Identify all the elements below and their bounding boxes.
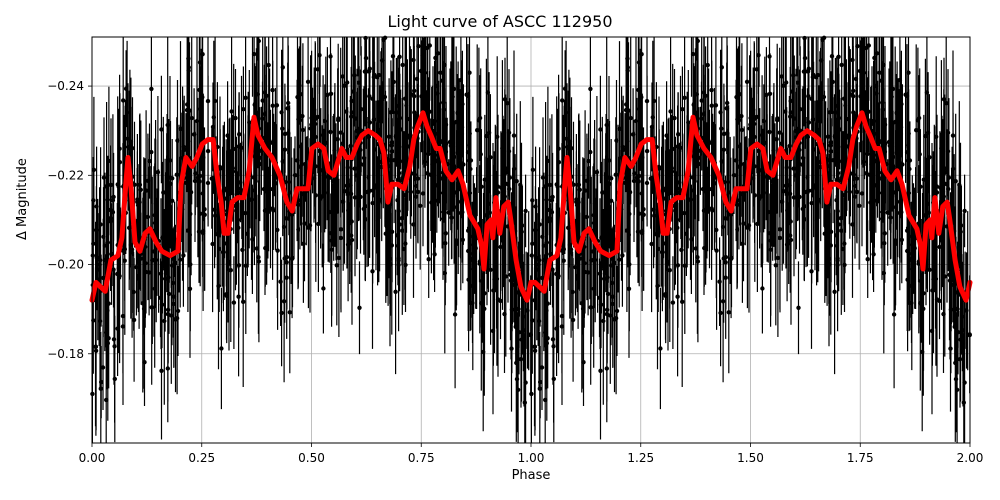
x-tick-label: 0.00 (79, 451, 106, 465)
binned-curve-line (89, 110, 973, 303)
x-axis-ticks: 0.00 0.25 0.50 0.75 1.00 1.25 1.50 1.75 2.00 (79, 443, 984, 465)
x-tick-label: 1.25 (627, 451, 654, 465)
x-axis-label: Phase (511, 468, 551, 483)
y-tick-label: −0.24 (47, 79, 84, 93)
x-tick-label: 0.50 (298, 451, 325, 465)
x-tick-label: 1.75 (847, 451, 874, 465)
chart-title: Light curve of ASCC 112950 (387, 12, 613, 31)
y-axis-ticks: −0.24 −0.22 −0.20 −0.18 (47, 79, 92, 361)
x-tick-label: 1.50 (737, 451, 764, 465)
y-tick-label: −0.22 (47, 168, 84, 182)
x-tick-label: 0.75 (408, 451, 435, 465)
x-tick-label: 2.00 (957, 451, 984, 465)
x-tick-label: 0.25 (188, 451, 215, 465)
x-tick-label: 1.00 (518, 451, 545, 465)
y-tick-label: −0.20 (47, 258, 84, 272)
y-tick-label: −0.18 (47, 347, 84, 361)
